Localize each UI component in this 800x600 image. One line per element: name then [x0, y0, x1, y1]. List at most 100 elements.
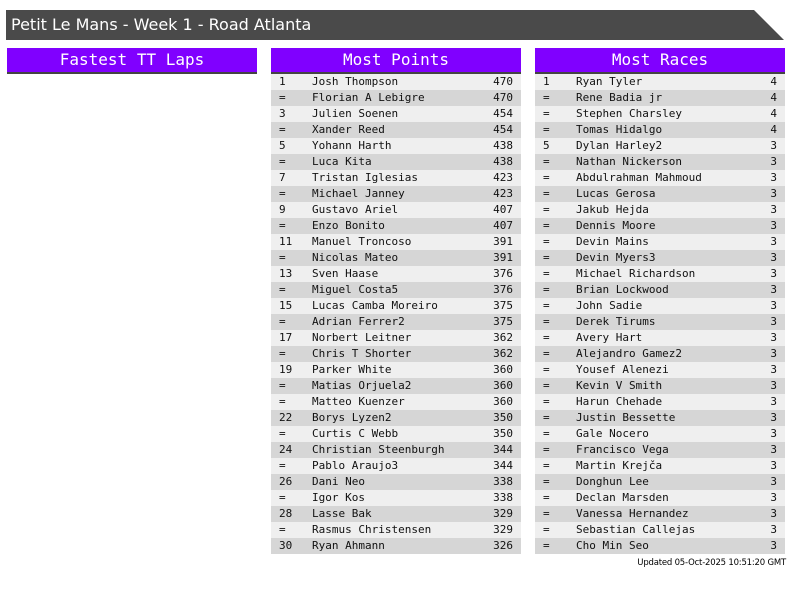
row-name: Tristan Iglesias: [312, 171, 418, 184]
panel-header: Most Points: [271, 48, 521, 74]
row-rank: =: [279, 91, 286, 104]
table-row: = Devin Myers3 3: [535, 250, 785, 266]
row-value: 391: [493, 235, 513, 248]
table-row: = Dennis Moore 3: [535, 218, 785, 234]
row-name: Gale Nocero: [576, 427, 649, 440]
row-value: 3: [770, 507, 777, 520]
row-rank: =: [543, 363, 550, 376]
row-name: Sven Haase: [312, 267, 379, 280]
row-value: 376: [493, 267, 513, 280]
row-rank: =: [543, 267, 550, 280]
row-rank: =: [543, 283, 550, 296]
row-name: Tomas Hidalgo: [576, 123, 663, 136]
table-row: = Michael Richardson 3: [535, 266, 785, 282]
table-row: = Devin Mains 3: [535, 234, 785, 250]
table-row: = Chris T Shorter 362: [271, 346, 521, 362]
row-value: 391: [493, 251, 513, 264]
row-value: 454: [493, 123, 513, 136]
row-value: 3: [770, 539, 777, 552]
row-value: 3: [770, 203, 777, 216]
row-name: Justin Bessette: [576, 411, 676, 424]
table-row: = Xander Reed 454: [271, 122, 521, 138]
row-name: Michael Janney: [312, 187, 405, 200]
row-value: 470: [493, 75, 513, 88]
row-rank: 28: [279, 507, 293, 520]
row-name: Manuel Troncoso: [312, 235, 412, 248]
table-row: 15 Lucas Camba Moreiro 375: [271, 298, 521, 314]
row-rank: 7: [279, 171, 286, 184]
row-value: 438: [493, 155, 513, 168]
row-rank: 11: [279, 235, 293, 248]
row-rank: =: [543, 155, 550, 168]
table-row: = Jakub Hejda 3: [535, 202, 785, 218]
row-rank: =: [543, 347, 550, 360]
row-value: 4: [770, 123, 777, 136]
row-rank: =: [279, 395, 286, 408]
row-name: Rene Badia jr: [576, 91, 663, 104]
row-value: 375: [493, 299, 513, 312]
table-row: = Nathan Nickerson 3: [535, 154, 785, 170]
title-bar: Petit Le Mans - Week 1 - Road Atlanta: [6, 10, 784, 40]
row-name: Devin Myers3: [576, 251, 656, 264]
row-rank: =: [279, 491, 286, 504]
table-row: = Yousef Alenezi 3: [535, 362, 785, 378]
row-name: Josh Thompson: [312, 75, 399, 88]
table-row: 9 Gustavo Ariel 407: [271, 202, 521, 218]
table-row: = Cho Min Seo 3: [535, 538, 785, 554]
row-name: Yousef Alenezi: [576, 363, 669, 376]
row-value: 362: [493, 347, 513, 360]
table-row: = Luca Kita 438: [271, 154, 521, 170]
row-value: 423: [493, 187, 513, 200]
row-value: 338: [493, 491, 513, 504]
row-rank: =: [543, 315, 550, 328]
row-rank: =: [543, 459, 550, 472]
table-row: 3 Julien Soenen 454: [271, 106, 521, 122]
row-rank: 13: [279, 267, 293, 280]
row-name: Matias Orjuela2: [312, 379, 412, 392]
row-rank: 9: [279, 203, 286, 216]
table-row: = Francisco Vega 3: [535, 442, 785, 458]
table-row: = Lucas Gerosa 3: [535, 186, 785, 202]
table-row: 1 Ryan Tyler 4: [535, 74, 785, 90]
row-name: Florian A Lebigre: [312, 91, 425, 104]
row-value: 3: [770, 299, 777, 312]
row-rank: 22: [279, 411, 293, 424]
table-row: = Brian Lockwood 3: [535, 282, 785, 298]
row-rank: =: [279, 315, 286, 328]
row-name: Abdulrahman Mahmoud: [576, 171, 702, 184]
row-rank: =: [543, 299, 550, 312]
row-name: Donghun Lee: [576, 475, 649, 488]
row-value: 360: [493, 379, 513, 392]
table-row: = Tomas Hidalgo 4: [535, 122, 785, 138]
table-row: = Igor Kos 338: [271, 490, 521, 506]
table-row: = Harun Chehade 3: [535, 394, 785, 410]
row-name: Dylan Harley2: [576, 139, 663, 152]
row-name: Lasse Bak: [312, 507, 372, 520]
row-name: Harun Chehade: [576, 395, 663, 408]
table-row: = Rasmus Christensen 329: [271, 522, 521, 538]
row-rank: =: [543, 203, 550, 216]
row-value: 3: [770, 251, 777, 264]
row-value: 344: [493, 459, 513, 472]
row-value: 329: [493, 507, 513, 520]
row-name: Sebastian Callejas: [576, 523, 696, 536]
row-value: 407: [493, 219, 513, 232]
row-value: 423: [493, 171, 513, 184]
row-rank: =: [543, 507, 550, 520]
row-value: 3: [770, 331, 777, 344]
table-row: 5 Dylan Harley2 3: [535, 138, 785, 154]
row-value: 4: [770, 91, 777, 104]
table-row: 11 Manuel Troncoso 391: [271, 234, 521, 250]
row-rank: =: [279, 251, 286, 264]
row-value: 3: [770, 523, 777, 536]
updated-timestamp: Updated 05-Oct-2025 10:51:20 GMT: [637, 558, 786, 568]
row-name: Yohann Harth: [312, 139, 392, 152]
row-name: Vanessa Hernandez: [576, 507, 689, 520]
row-value: 3: [770, 187, 777, 200]
row-name: Nathan Nickerson: [576, 155, 682, 168]
row-name: Avery Hart: [576, 331, 643, 344]
row-rank: 30: [279, 539, 293, 552]
row-value: 3: [770, 427, 777, 440]
row-rank: =: [543, 331, 550, 344]
row-name: Devin Mains: [576, 235, 649, 248]
